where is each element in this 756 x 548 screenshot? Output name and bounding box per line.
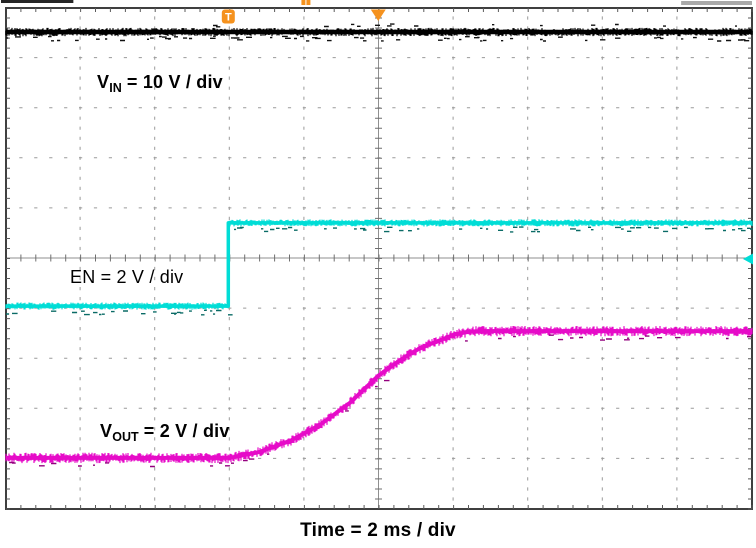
trigger-point-letter: T xyxy=(225,12,232,24)
frame-minor-ticks xyxy=(6,8,753,510)
trigger-point-badge-icon xyxy=(221,9,235,24)
grid-dotted-columns xyxy=(79,16,678,501)
vout-scale-text: = 2 V / div xyxy=(138,421,230,441)
vin-trace-speckles xyxy=(6,23,750,42)
record-bar-trigger-mark2-icon xyxy=(306,0,311,5)
vin-subscript: IN xyxy=(109,81,122,95)
timebase-label: Time = 2 ms / div xyxy=(300,520,456,541)
vin-scale-text: = 10 V / div xyxy=(121,72,223,92)
vout-subscript: OUT xyxy=(112,430,139,444)
vout-trace-label: VOUT = 2 V / div xyxy=(100,421,230,444)
vout-trace-speckles xyxy=(9,334,752,468)
record-bar-trigger-mark-icon xyxy=(301,0,306,5)
en-trace-label: EN = 2 V / div xyxy=(70,267,184,287)
en-level-arrow-icon xyxy=(743,253,753,265)
vin-trace-label: VIN = 10 V / div xyxy=(97,72,223,95)
record-bar-right-segment xyxy=(681,1,752,5)
record-bar-left-segment xyxy=(1,0,74,3)
en-trace xyxy=(6,221,752,308)
en-trace-speckles xyxy=(6,226,753,316)
trigger-position-triangle-icon xyxy=(370,9,386,21)
vout-trace xyxy=(6,329,752,460)
vout-symbol: V xyxy=(100,421,113,441)
vin-symbol: V xyxy=(97,72,110,92)
